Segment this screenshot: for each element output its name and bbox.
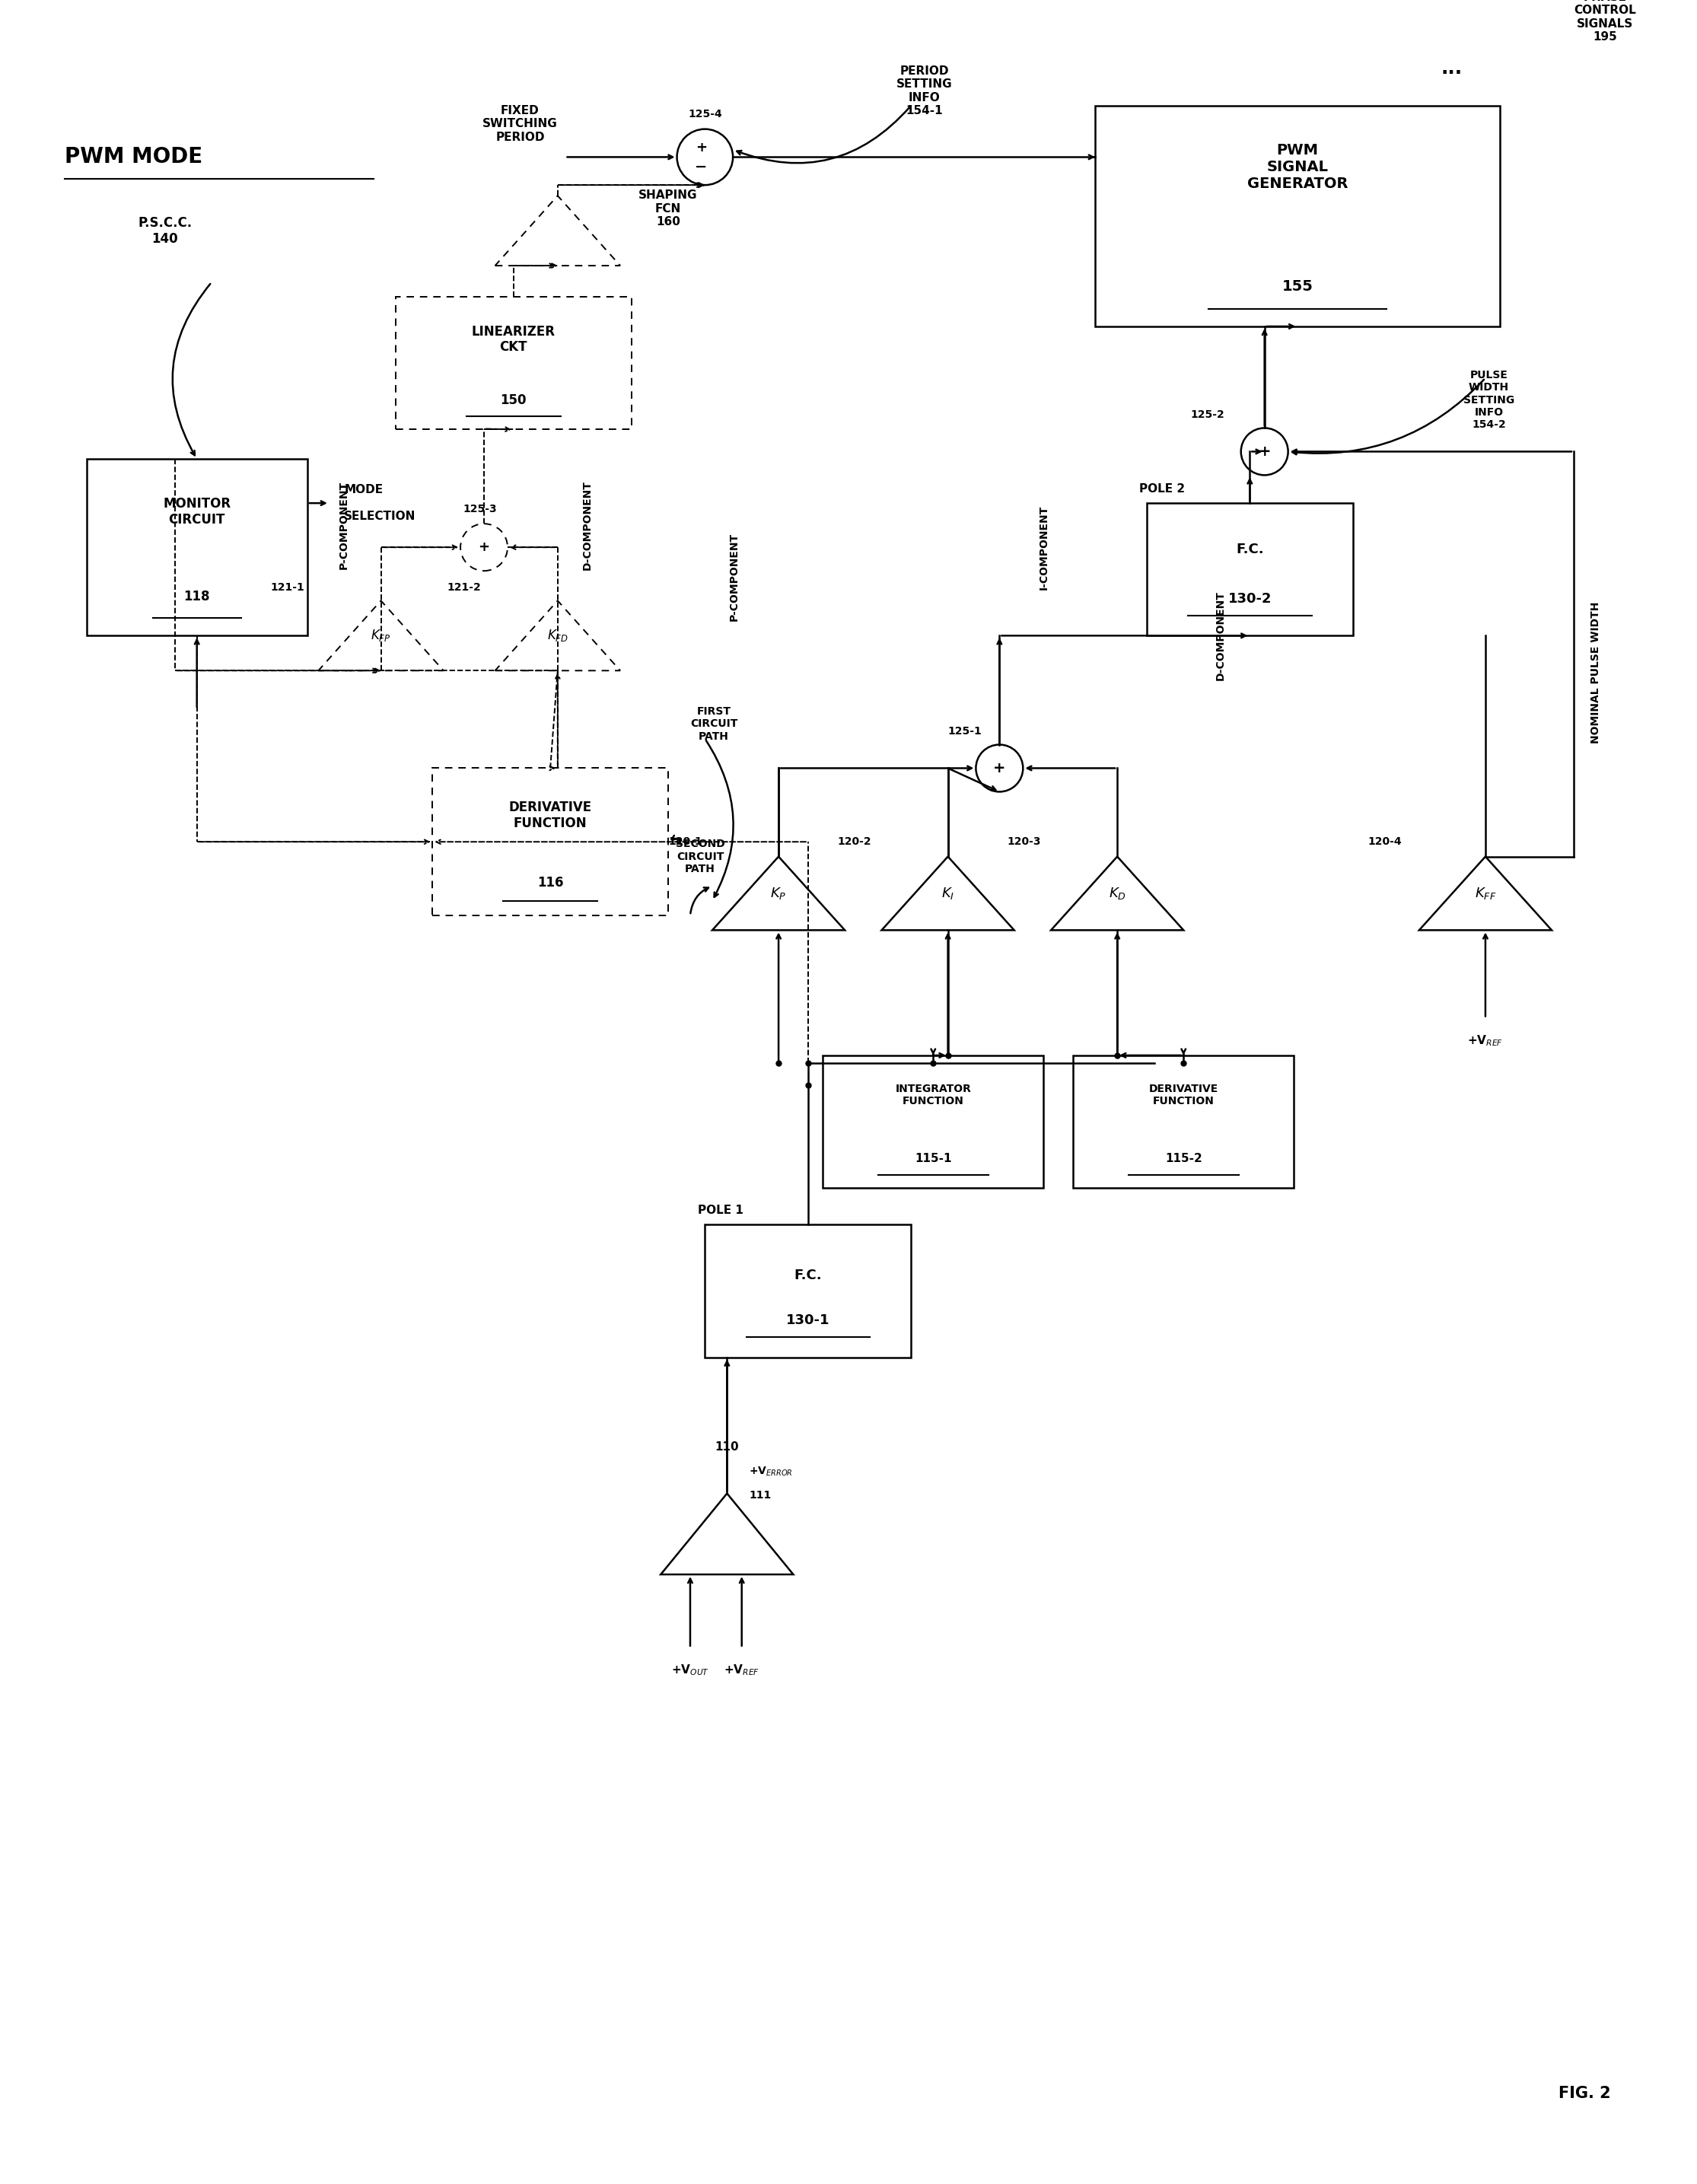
Text: +V$_{OUT}$: +V$_{OUT}$ [670,1662,709,1677]
Text: 110: 110 [714,1441,738,1452]
Text: SHAPING
FCN
160: SHAPING FCN 160 [638,190,697,227]
Bar [1147,502,1353,636]
Bar [395,297,631,430]
Text: MODE: MODE [344,485,384,496]
Text: 130-2: 130-2 [1229,592,1271,605]
Text: D-COMPONENT: D-COMPONENT [582,480,592,570]
Text: SELECTION: SELECTION [344,511,416,522]
Text: F.C.: F.C. [1235,542,1264,557]
Text: F.C.: F.C. [794,1269,821,1282]
Text: 130-1: 130-1 [786,1313,830,1328]
Text: FIG. 2: FIG. 2 [1558,2086,1610,2101]
Text: +V$_{ERROR}$: +V$_{ERROR}$ [748,1465,792,1479]
Bar [87,459,307,636]
Text: +: + [1257,443,1271,459]
Text: $K_{FP}$: $K_{FP}$ [372,629,390,644]
Text: 125-1: 125-1 [949,725,983,736]
Text: I-COMPONENT: I-COMPONENT [1039,505,1049,590]
Text: 121-2: 121-2 [448,583,482,594]
Text: PERIOD
SETTING
INFO
154-1: PERIOD SETTING INFO 154-1 [896,66,952,116]
Text: 155: 155 [1283,280,1313,295]
Text: +: + [479,539,490,555]
Text: 116: 116 [538,876,563,889]
Bar [1073,1055,1295,1188]
Text: 120-2: 120-2 [837,836,872,847]
Text: $K_I$: $K_I$ [942,887,954,902]
Text: PWM
SIGNAL
GENERATOR: PWM SIGNAL GENERATOR [1247,144,1347,192]
Text: PULSE
WIDTH
SETTING
INFO
154-2: PULSE WIDTH SETTING INFO 154-2 [1463,369,1514,430]
Text: $K_D$: $K_D$ [1108,887,1127,902]
Text: 125-4: 125-4 [687,109,721,120]
Text: ...: ... [1441,59,1463,79]
Text: 121-1: 121-1 [270,583,304,594]
Text: 150: 150 [501,393,526,406]
Text: MONITOR
CIRCUIT: MONITOR CIRCUIT [163,498,231,526]
Text: NOMINAL PULSE WIDTH: NOMINAL PULSE WIDTH [1590,601,1602,743]
Bar [1095,105,1500,325]
Text: 120-3: 120-3 [1006,836,1040,847]
Text: FIXED
SWITCHING
PERIOD: FIXED SWITCHING PERIOD [482,105,558,142]
Text: 125-2: 125-2 [1191,408,1225,419]
Text: −: − [696,159,708,175]
Text: P-COMPONENT: P-COMPONENT [730,533,740,620]
Text: 115-2: 115-2 [1164,1153,1201,1164]
Text: $K_P$: $K_P$ [770,887,787,902]
Text: DERIVATIVE
FUNCTION: DERIVATIVE FUNCTION [509,802,592,830]
Text: DERIVATIVE
FUNCTION: DERIVATIVE FUNCTION [1149,1083,1218,1107]
Text: INTEGRATOR
FUNCTION: INTEGRATOR FUNCTION [896,1083,971,1107]
Text: P.S.C.C.
140: P.S.C.C. 140 [137,216,192,245]
Text: +V$_{REF}$: +V$_{REF}$ [1468,1033,1504,1048]
Text: 115-1: 115-1 [915,1153,952,1164]
Text: 118: 118 [183,590,210,603]
Bar [704,1225,911,1356]
Text: $K_{FF}$: $K_{FF}$ [1475,887,1497,902]
Text: 111: 111 [748,1489,772,1500]
Text: $K_{FD}$: $K_{FD}$ [546,629,568,644]
Text: LINEARIZER
CKT: LINEARIZER CKT [472,325,555,354]
Text: 125-3: 125-3 [463,505,497,515]
Bar [433,769,669,915]
Bar [823,1055,1044,1188]
Text: POLE 2: POLE 2 [1139,483,1185,494]
Text: PHASE
CONTROL
SIGNALS
195: PHASE CONTROL SIGNALS 195 [1573,0,1636,44]
Text: 120-1: 120-1 [669,836,703,847]
Text: PWM MODE: PWM MODE [64,146,202,168]
Text: D-COMPONENT: D-COMPONENT [1215,592,1225,681]
Text: 120-4: 120-4 [1368,836,1402,847]
Text: +: + [696,140,708,155]
Text: +V$_{REF}$: +V$_{REF}$ [725,1662,760,1677]
Text: FIRST
CIRCUIT
PATH: FIRST CIRCUIT PATH [691,705,738,743]
Text: P-COMPONENT: P-COMPONENT [339,480,350,570]
Text: +: + [993,760,1006,775]
Text: POLE 1: POLE 1 [697,1203,743,1216]
Text: SECOND
CIRCUIT
PATH: SECOND CIRCUIT PATH [675,839,725,874]
